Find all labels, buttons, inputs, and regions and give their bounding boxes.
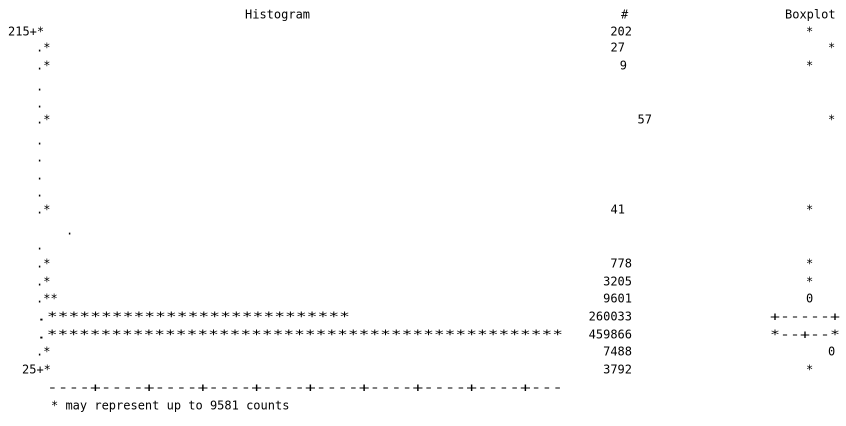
row-bar: . — [36, 169, 43, 183]
row-boxplot: * — [806, 363, 813, 377]
row-count: 202 — [610, 25, 632, 39]
axis-line: ----+----+----+----+----+----+----+----+… — [47, 381, 563, 395]
count-header: # — [621, 8, 629, 22]
row-bar: . — [36, 186, 43, 200]
row-bar: . — [36, 239, 43, 253]
row-boxplot: * — [806, 275, 813, 289]
row-boxplot: * — [806, 59, 813, 73]
row-count: 459866 — [589, 328, 632, 342]
row-count: 9 — [620, 59, 627, 73]
row-count: 3205 — [603, 275, 632, 289]
row-count: 27 — [611, 41, 625, 55]
row-count: 3792 — [603, 363, 632, 377]
row-count: 57 — [638, 113, 652, 127]
row-bar: 215+* — [8, 25, 44, 39]
row-boxplot: *--+--* — [770, 328, 840, 342]
row-bar: .* — [36, 113, 50, 127]
row-bar: .* — [36, 345, 50, 359]
row-bar: .* — [36, 41, 50, 55]
row-count: 9601 — [603, 292, 632, 306]
row-bar: .* — [36, 59, 50, 73]
row-bar: . — [36, 80, 43, 94]
row-count: 778 — [610, 257, 632, 271]
row-bar: .**************************** — [36, 310, 350, 324]
row-bar: .* — [36, 275, 50, 289]
row-boxplot: * — [828, 113, 835, 127]
row-boxplot: * — [806, 257, 813, 271]
row-boxplot: 0 — [806, 292, 813, 306]
row-bar: .* — [36, 203, 50, 217]
row-bar: .***************************************… — [36, 328, 563, 342]
row-boxplot: +-----+ — [770, 310, 840, 324]
row-boxplot: * — [828, 41, 835, 55]
note: * may represent up to 9581 counts — [51, 399, 289, 413]
row-boxplot: * — [806, 25, 813, 39]
row-count: 7488 — [603, 345, 632, 359]
row-boxplot: 0 — [828, 345, 835, 359]
row-bar: . — [36, 151, 43, 165]
row-bar: . — [66, 224, 73, 238]
row-count: 41 — [611, 203, 625, 217]
row-count: 260033 — [589, 310, 632, 324]
boxplot-header: Boxplot — [785, 8, 836, 22]
histogram-header: Histogram — [245, 8, 310, 22]
row-bar: .** — [36, 292, 58, 306]
row-bar: 25+* — [22, 363, 51, 377]
row-bar: . — [36, 97, 43, 111]
row-bar: . — [36, 134, 43, 148]
row-boxplot: * — [806, 203, 813, 217]
row-bar: .* — [36, 257, 50, 271]
